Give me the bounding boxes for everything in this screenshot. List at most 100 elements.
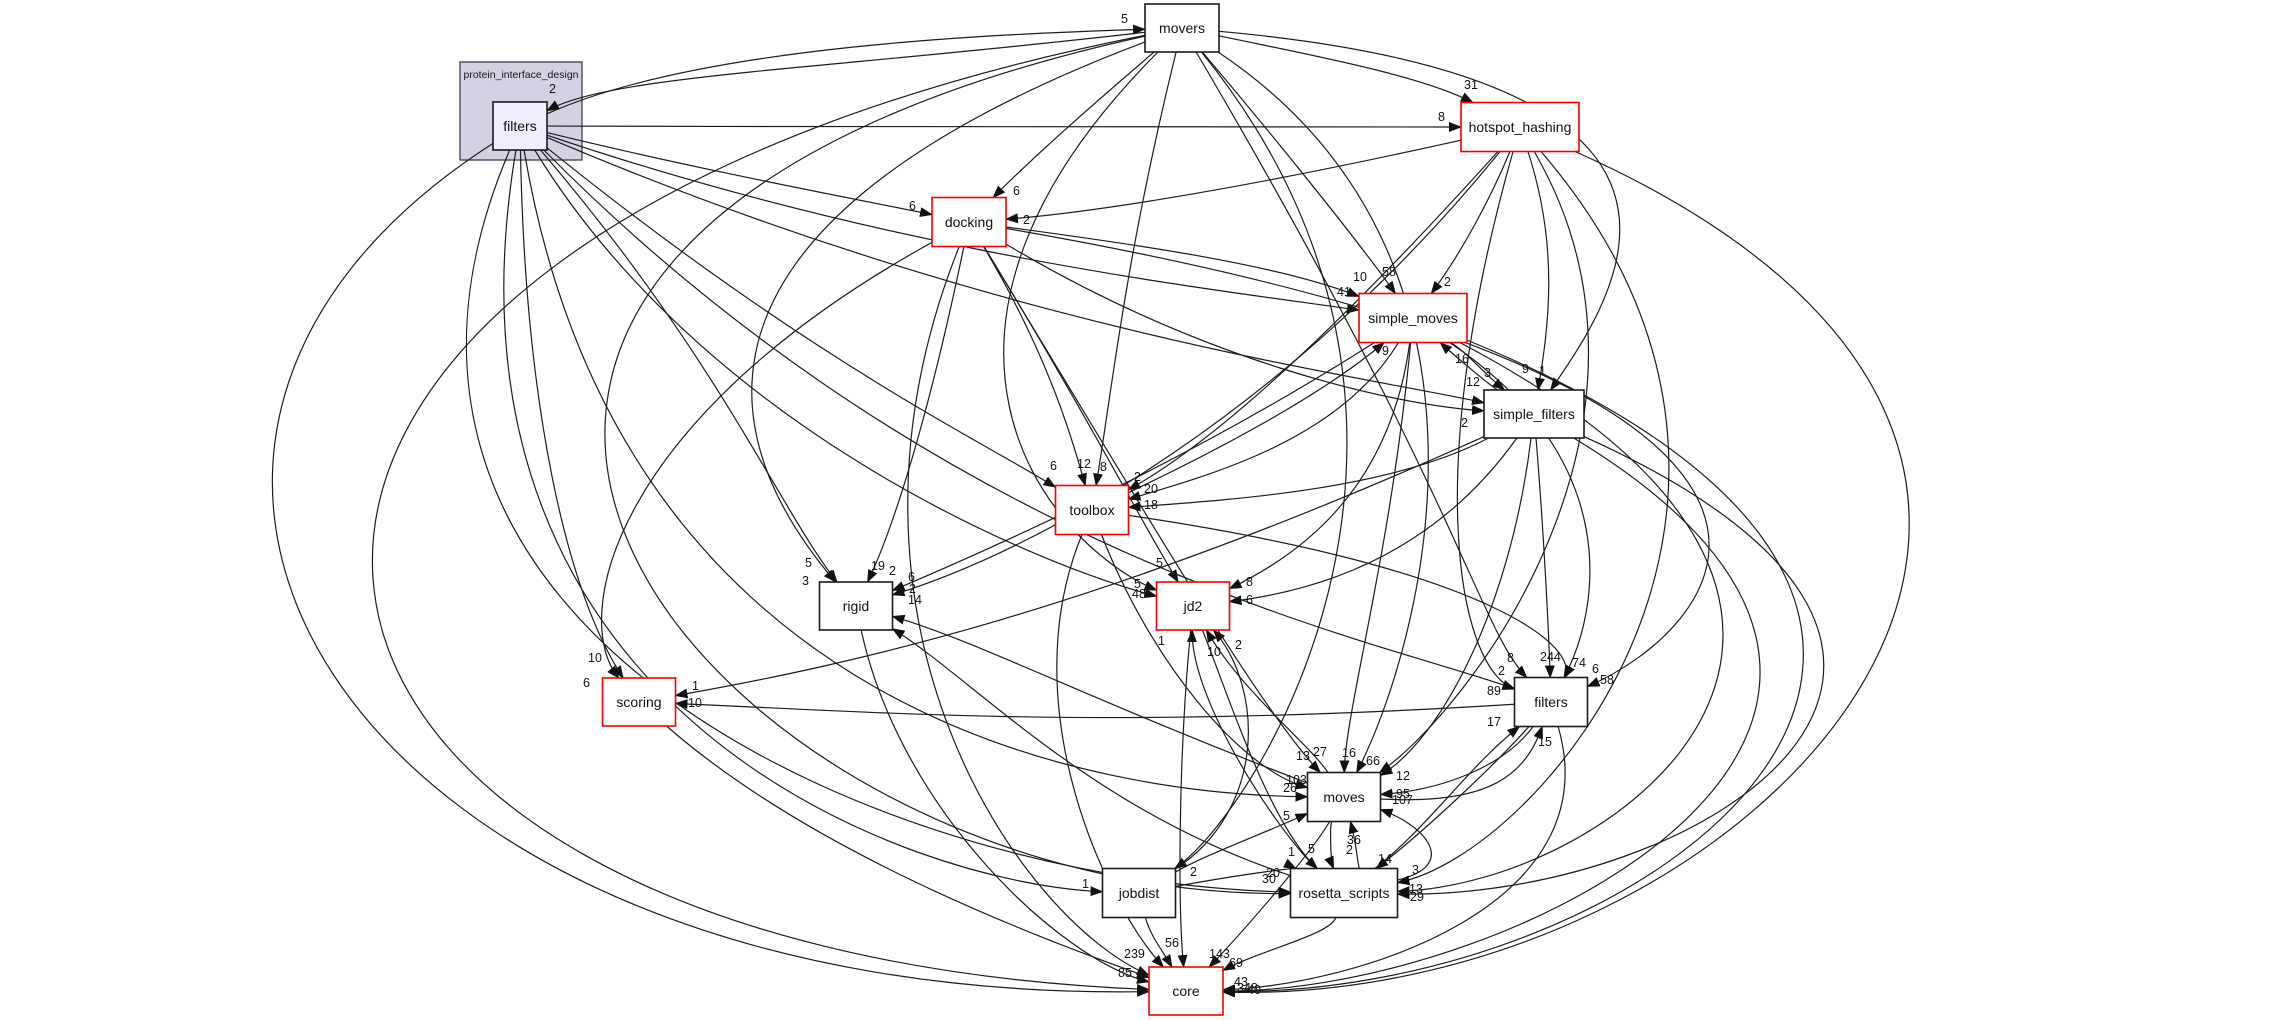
edge-count-label: 5 bbox=[1134, 577, 1141, 591]
edge-docking-to-toolbox bbox=[983, 246, 1087, 487]
edge-filters-to-moves bbox=[1379, 726, 1534, 799]
edge-count-label: 5 bbox=[1308, 842, 1315, 856]
node-simple_filters[interactable]: simple_filters bbox=[1483, 389, 1585, 439]
edge-count-label: 2 bbox=[909, 582, 916, 596]
edge-rigid-to-core bbox=[860, 629, 1150, 984]
edge-hotspot_hashing-to-docking bbox=[1005, 139, 1462, 224]
edge-count-label: 27 bbox=[1313, 745, 1327, 759]
node-label: rosetta_scripts bbox=[1298, 885, 1389, 901]
node-box[interactable] bbox=[1148, 966, 1224, 1016]
edge-count-label: 10 bbox=[1353, 270, 1367, 284]
node-box[interactable] bbox=[1306, 771, 1382, 823]
node-box[interactable] bbox=[1460, 101, 1580, 153]
edge-count-label: 1 bbox=[692, 679, 699, 693]
edge-count-label: 14 bbox=[1378, 852, 1392, 866]
edge-count-label: 2 bbox=[1235, 638, 1242, 652]
node-scoring[interactable]: scoring bbox=[601, 677, 677, 727]
edge-simple_filters-to-toolbox bbox=[1127, 437, 1489, 512]
edge-simple_filters-to-filters bbox=[1535, 437, 1555, 679]
node-movers[interactable]: movers bbox=[1144, 3, 1220, 53]
edge-simple_moves-to-toolbox bbox=[1127, 342, 1399, 501]
edge-movers-to-hotspot_hashing bbox=[1218, 35, 1474, 104]
edge-count-label: 58 bbox=[1600, 673, 1614, 687]
edge-count-label: 9 bbox=[1382, 344, 1389, 358]
node-box[interactable] bbox=[1289, 867, 1399, 919]
edge-count-label: 1 bbox=[1082, 877, 1089, 891]
edge-count-label: 95 bbox=[1396, 787, 1410, 801]
node-moves[interactable]: moves bbox=[1306, 771, 1382, 823]
node-hotspot_hashing[interactable]: hotspot_hashing bbox=[1460, 101, 1580, 153]
edge-count-label: 5 bbox=[1283, 809, 1290, 823]
node-box[interactable] bbox=[1155, 581, 1231, 631]
node-label: scoring bbox=[616, 694, 661, 710]
edge-count-label: 19 bbox=[871, 559, 885, 573]
node-box[interactable] bbox=[818, 581, 894, 631]
node-filters[interactable]: filters bbox=[1513, 676, 1589, 728]
node-pid_filters[interactable]: filters bbox=[492, 101, 548, 151]
edge-count-label: 6 bbox=[1592, 662, 1599, 676]
edge-count-label: 41 bbox=[1337, 285, 1351, 299]
edge-count-label: 10 bbox=[588, 651, 602, 665]
node-box[interactable] bbox=[1144, 3, 1220, 53]
edge-scoring-to-core bbox=[666, 725, 1150, 979]
edge-count-label: 8 bbox=[1507, 651, 1514, 665]
edge-pid_filters-to-movers bbox=[546, 24, 1146, 115]
node-docking[interactable]: docking bbox=[931, 196, 1007, 248]
node-jobdist[interactable]: jobdist bbox=[1101, 867, 1177, 919]
node-rosetta_scripts[interactable]: rosetta_scripts bbox=[1289, 867, 1399, 919]
edge-moves-to-core bbox=[1208, 821, 1331, 968]
node-label: rigid bbox=[843, 598, 869, 614]
edge-filters-to-core bbox=[1222, 726, 1566, 995]
edge-count-label: 2 bbox=[1346, 843, 1353, 857]
edge-hotspot_hashing-to-filters bbox=[1456, 151, 1516, 690]
node-box[interactable] bbox=[1054, 484, 1130, 536]
cluster-label: protein_interface_design bbox=[464, 69, 579, 81]
edge-simple_moves-to-core bbox=[1222, 339, 1804, 997]
edge-simple_filters-to-rosetta_scripts bbox=[1396, 435, 1825, 900]
edge-rosetta_scripts-to-filters bbox=[1374, 725, 1521, 869]
edge-movers-to-jd2 bbox=[1003, 51, 1159, 591]
edge-count-label: 58 bbox=[1382, 265, 1396, 279]
edge-count-label: 3 bbox=[802, 574, 809, 588]
edge-movers-to-pid_filters bbox=[546, 31, 1146, 112]
edge-jobdist-to-core bbox=[1144, 917, 1173, 968]
edge-count-label: 6 bbox=[1050, 459, 1057, 473]
edge-docking-to-scoring bbox=[600, 241, 933, 679]
node-box[interactable] bbox=[1513, 676, 1589, 728]
node-jd2[interactable]: jd2 bbox=[1155, 581, 1231, 631]
edge-jd2-to-rosetta_scripts bbox=[1201, 629, 1319, 870]
node-simple_moves[interactable]: simple_moves bbox=[1358, 292, 1468, 344]
edge-pid_filters-to-scoring bbox=[519, 149, 624, 679]
node-box[interactable] bbox=[1101, 867, 1177, 919]
edge-simple_moves-to-moves bbox=[1339, 342, 1412, 774]
edge-count-label: 3 bbox=[1412, 863, 1419, 877]
edge-pid_filters-to-filters bbox=[543, 149, 1516, 690]
edge-count-label: 26 bbox=[1283, 781, 1297, 795]
node-toolbox[interactable]: toolbox bbox=[1054, 484, 1130, 536]
node-label: docking bbox=[945, 214, 993, 230]
edge-count-label: 48 bbox=[1132, 587, 1146, 601]
edge-count-label: 12 bbox=[1077, 457, 1091, 471]
node-core[interactable]: core bbox=[1148, 966, 1224, 1016]
node-box[interactable] bbox=[931, 196, 1007, 248]
edge-count-label: 244 bbox=[1540, 650, 1561, 664]
edge-moves-to-rigid bbox=[891, 614, 1308, 784]
edge-count-label: 6 bbox=[908, 570, 915, 584]
node-box[interactable] bbox=[601, 677, 677, 727]
edge-count-label: 12 bbox=[1466, 375, 1480, 389]
edge-count-label: 5 bbox=[1156, 556, 1163, 570]
node-box[interactable] bbox=[1483, 389, 1585, 439]
edge-count-label: 2 bbox=[889, 564, 896, 578]
edge-moves-to-filters bbox=[1380, 725, 1543, 801]
edge-rosetta_scripts-to-moves bbox=[1379, 808, 1432, 881]
edge-count-label: 74 bbox=[1572, 656, 1586, 670]
node-box[interactable] bbox=[1358, 292, 1468, 344]
edge-count-label: 2 bbox=[1134, 470, 1141, 484]
node-box[interactable] bbox=[492, 101, 548, 151]
edge-pid_filters-to-jobdist bbox=[503, 149, 1104, 897]
edge-count-label: 85 bbox=[1118, 966, 1132, 980]
edge-count-label: 5 bbox=[805, 556, 812, 570]
node-rigid[interactable]: rigid bbox=[818, 581, 894, 631]
edge-hotspot_hashing-to-simple_moves bbox=[1430, 151, 1511, 295]
edge-hotspot_hashing-to-core bbox=[1222, 150, 1910, 998]
